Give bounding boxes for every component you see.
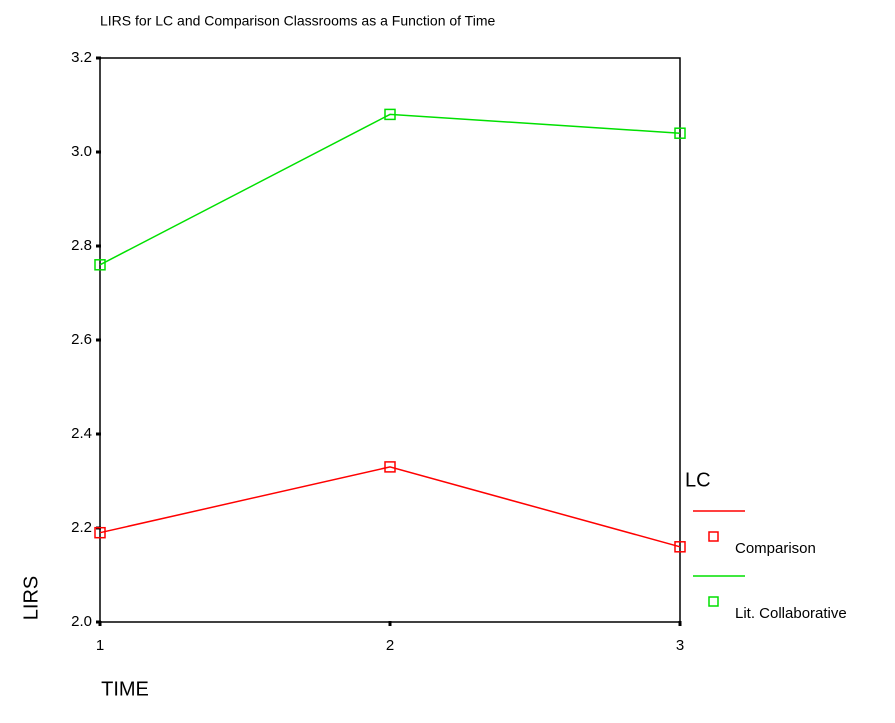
legend-marker xyxy=(708,531,719,542)
point-marker xyxy=(384,461,396,473)
y-tick-label: 2.2 xyxy=(71,519,92,536)
x-tick-label: 3 xyxy=(676,637,684,654)
y-tick-label: 2.6 xyxy=(71,331,92,348)
x-tick-label: 2 xyxy=(386,637,394,654)
point-marker xyxy=(94,526,106,539)
y-tick-label: 3.2 xyxy=(71,49,92,66)
legend-label: Lit. Collaborative xyxy=(735,605,847,622)
legend-marker xyxy=(708,596,719,607)
legend-label: Comparison xyxy=(735,540,816,557)
point-marker xyxy=(384,108,396,121)
point-marker xyxy=(674,541,686,553)
point-marker xyxy=(94,259,106,271)
y-tick-label: 2.8 xyxy=(71,237,92,254)
series-line xyxy=(99,466,681,548)
y-axis-label: LIRS xyxy=(20,576,42,620)
series-line xyxy=(99,113,681,266)
y-tick-label: 3.0 xyxy=(71,143,92,160)
legend-title: LC xyxy=(685,469,711,491)
point-marker xyxy=(674,127,686,139)
y-tick-label: 2.4 xyxy=(71,425,92,442)
y-tick-label: 2.0 xyxy=(71,613,92,630)
x-tick-label: 1 xyxy=(96,637,104,654)
chart-title: LIRS for LC and Comparison Classrooms as… xyxy=(100,13,495,29)
x-axis-label: TIME xyxy=(101,678,149,700)
